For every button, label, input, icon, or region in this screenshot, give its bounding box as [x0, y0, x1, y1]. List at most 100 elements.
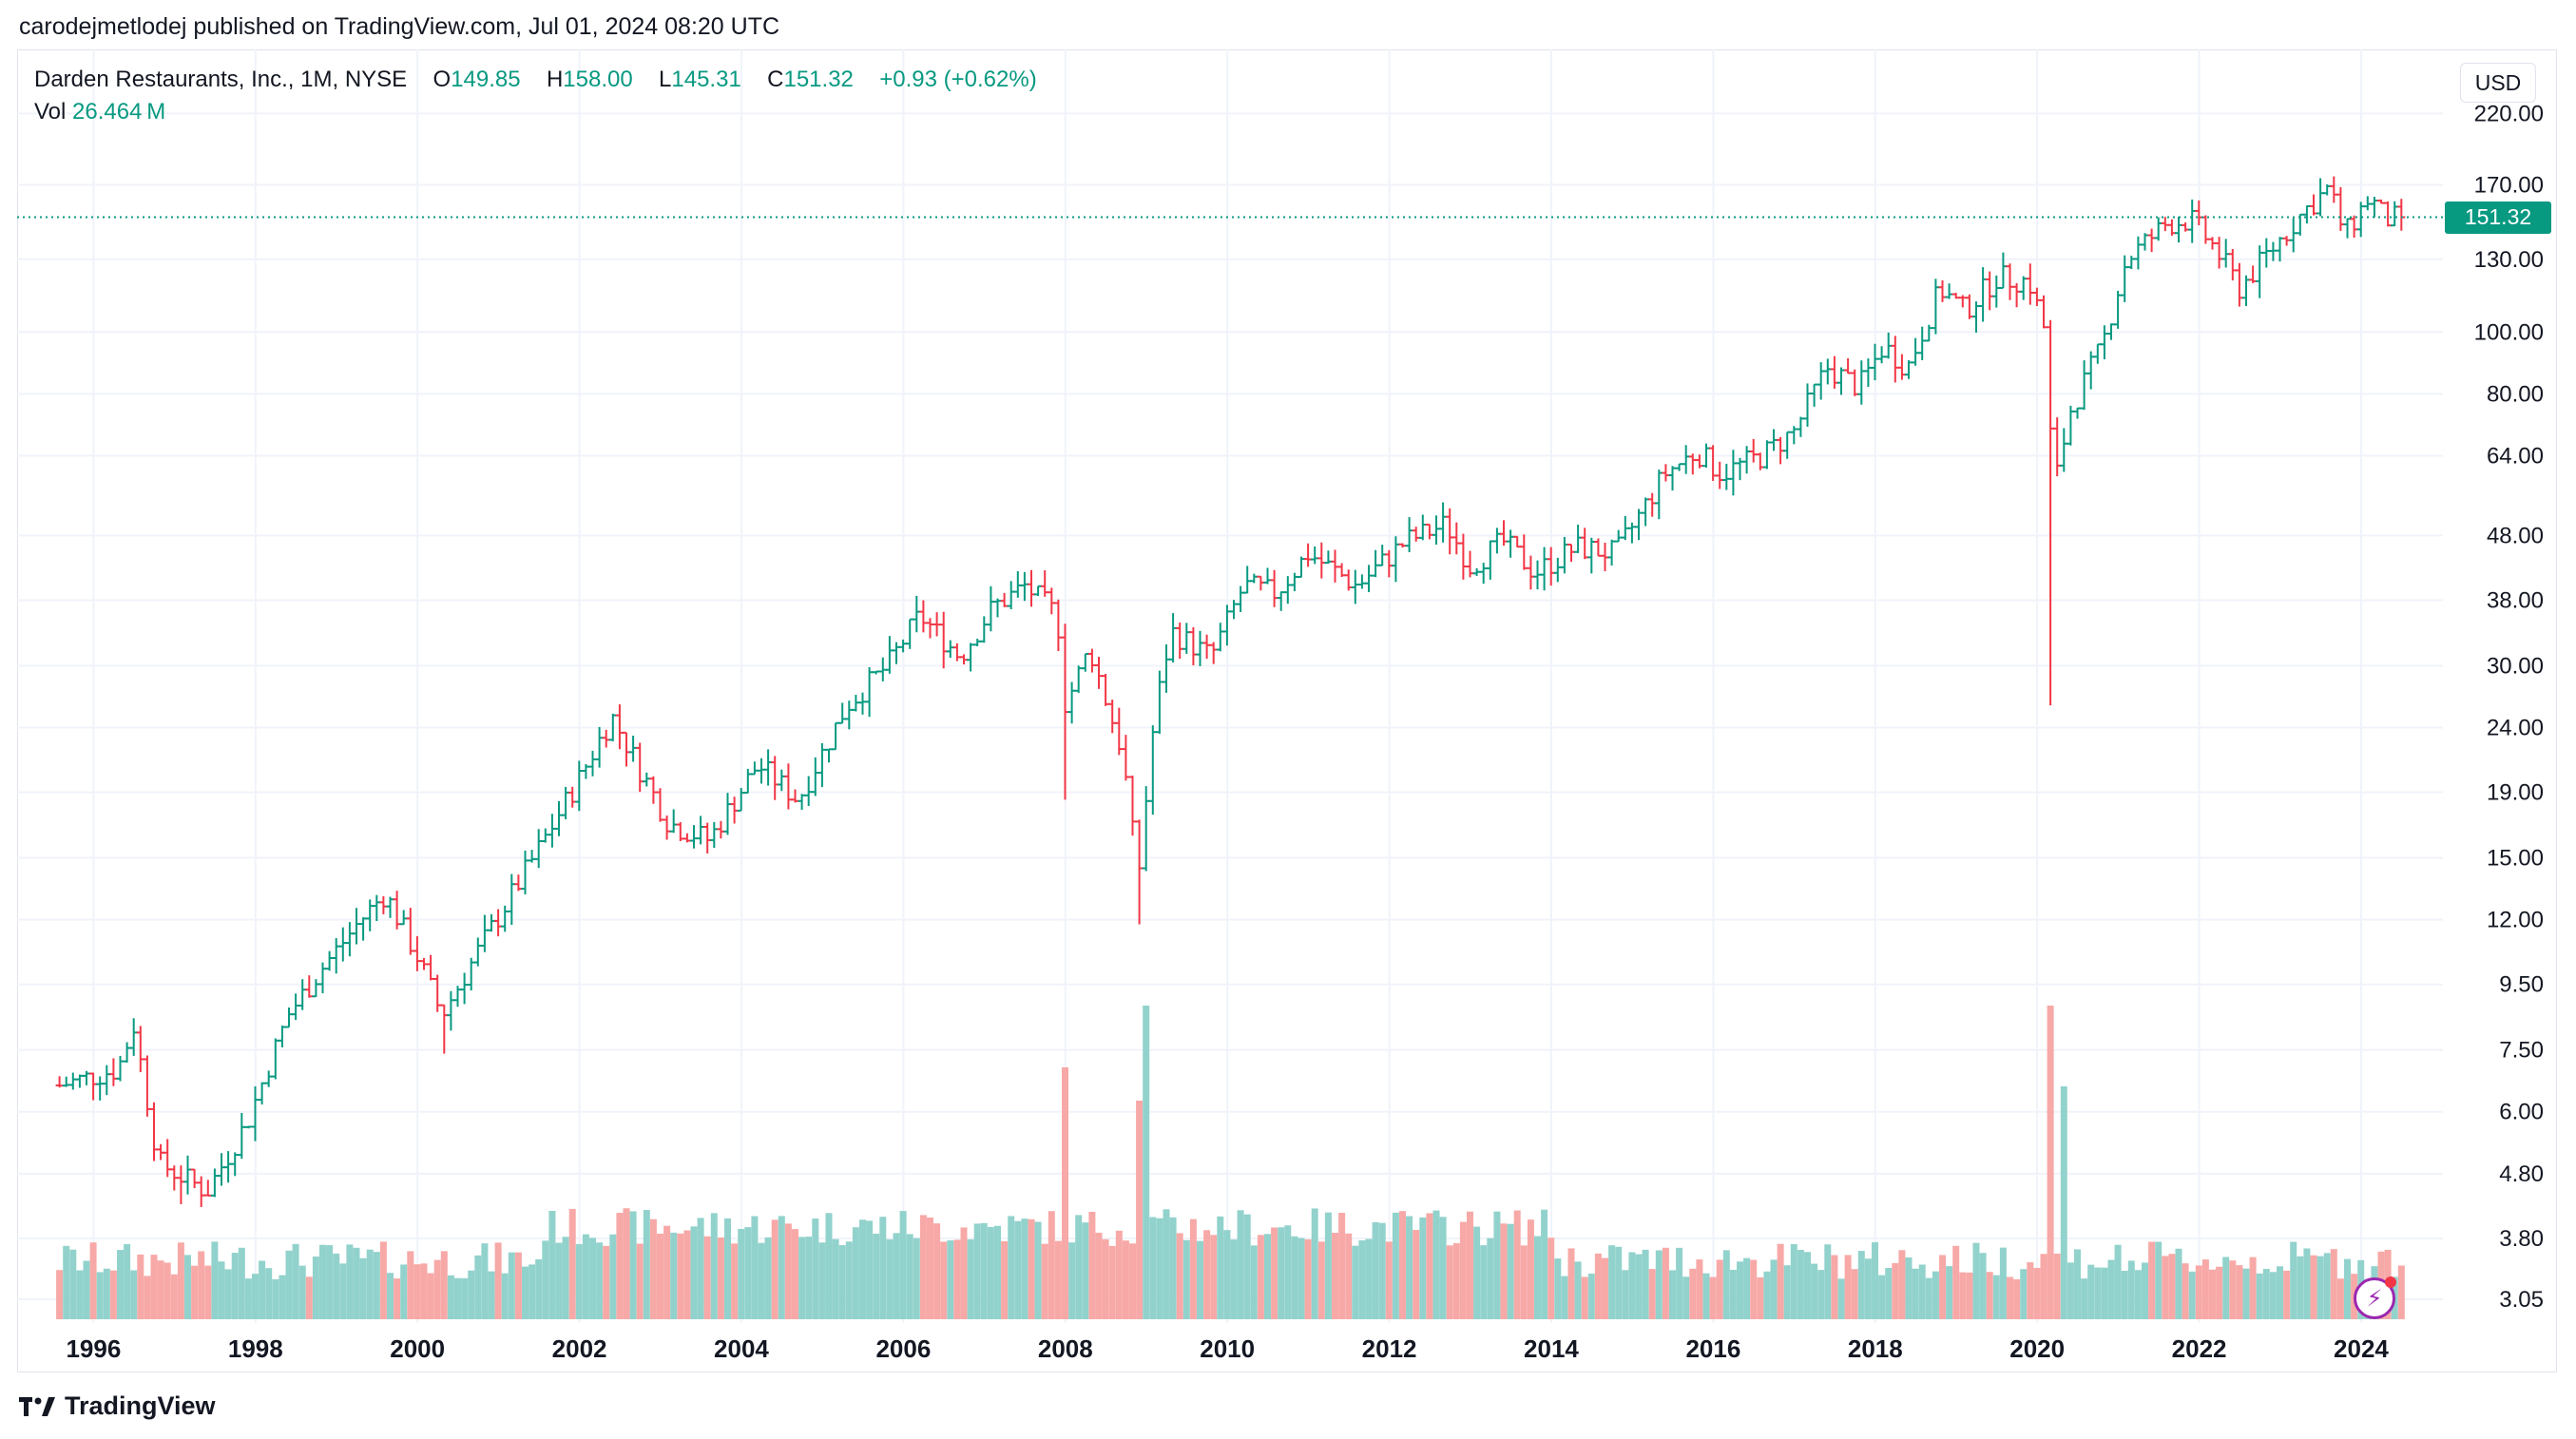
volume-bar — [1426, 1213, 1433, 1319]
volume-bar — [2148, 1241, 2156, 1319]
volume-bar — [1622, 1270, 1629, 1319]
volume-bar — [1689, 1268, 1697, 1319]
volume-bar — [670, 1232, 678, 1319]
y-tick-label: 48.00 — [2487, 523, 2544, 548]
volume-bar — [2222, 1257, 2230, 1319]
x-tick-label: 2020 — [2009, 1334, 2065, 1363]
volume-bar — [663, 1225, 671, 1319]
volume-bar — [1406, 1216, 1413, 1319]
volume-bar — [710, 1213, 718, 1319]
y-tick-label: 24.00 — [2487, 715, 2544, 740]
volume-bar — [1392, 1212, 1399, 1319]
volume-bar — [109, 1270, 117, 1319]
volume-bar — [927, 1217, 933, 1319]
volume-bar — [838, 1245, 846, 1319]
volume-bar — [1534, 1236, 1541, 1319]
volume-bar — [1548, 1238, 1555, 1319]
volume-bar — [751, 1216, 759, 1319]
volume-bar — [1939, 1255, 1946, 1319]
volume-bar — [1129, 1243, 1136, 1319]
volume-bar — [1635, 1254, 1643, 1319]
volume-bar — [1507, 1223, 1514, 1319]
volume-bar — [535, 1258, 543, 1319]
volume-bar — [899, 1211, 907, 1319]
x-tick-label: 2014 — [1524, 1334, 1579, 1363]
volume-bar — [873, 1233, 880, 1319]
volume-bar — [339, 1263, 347, 1319]
currency-button[interactable]: USD — [2460, 63, 2536, 103]
volume-bar — [1365, 1238, 1373, 1319]
volume-bar — [501, 1273, 509, 1319]
volume-bar — [1284, 1225, 1292, 1319]
volume-bar — [305, 1276, 313, 1319]
volume-bar — [1136, 1101, 1144, 1319]
volume-bar — [852, 1227, 859, 1319]
volume-bar — [832, 1238, 839, 1319]
vol-value: 26.464 M — [72, 99, 166, 125]
y-tick-label: 38.00 — [2487, 587, 2544, 613]
volume-bar — [394, 1278, 401, 1319]
volume-bar — [1824, 1244, 1832, 1319]
volume-bar — [697, 1218, 704, 1319]
lightning-icon[interactable]: ⚡ — [2354, 1276, 2396, 1319]
volume-bar — [2397, 1265, 2405, 1319]
volume-bar — [1446, 1245, 1453, 1319]
volume-bar — [1737, 1261, 1743, 1319]
volume-bar — [1966, 1272, 1973, 1319]
volume-bar — [967, 1238, 974, 1319]
volume-bar — [1008, 1216, 1015, 1319]
x-tick-label: 2004 — [714, 1334, 769, 1363]
volume-bar — [1075, 1215, 1083, 1319]
volume-bar — [1864, 1258, 1872, 1319]
volume-bar — [973, 1223, 981, 1319]
volume-bar — [1587, 1273, 1595, 1319]
notification-dot — [2385, 1276, 2396, 1288]
x-tick-label: 1996 — [66, 1334, 121, 1363]
volume-bar — [1999, 1247, 2007, 1319]
volume-bar — [366, 1249, 374, 1319]
volume-bar — [1372, 1221, 1379, 1319]
volume-bar — [1311, 1208, 1318, 1319]
y-tick-label: 15.00 — [2487, 846, 2544, 872]
volume-bar — [1054, 1240, 1062, 1319]
volume-bar — [724, 1218, 731, 1319]
volume-bar — [474, 1255, 482, 1319]
volume-bar — [1473, 1226, 1481, 1319]
symbol-name: Darden Restaurants, Inc., 1M, NYSE — [34, 67, 408, 92]
volume-bar — [919, 1215, 927, 1319]
publish-line: carodejmetlodej published on TradingView… — [19, 13, 780, 40]
y-tick-label: 100.00 — [2474, 319, 2544, 345]
volume-bar — [1419, 1217, 1427, 1319]
volume-bar — [2047, 1006, 2054, 1319]
volume-bar — [1459, 1221, 1467, 1319]
volume-bar — [1979, 1253, 1987, 1319]
y-tick-label: 3.05 — [2499, 1287, 2544, 1313]
volume-bar — [2290, 1241, 2297, 1319]
volume-bar — [784, 1223, 792, 1319]
volume-bar — [548, 1211, 556, 1319]
volume-bar — [1034, 1221, 1042, 1319]
volume-bar — [2229, 1260, 2237, 1319]
y-tick-label: 4.80 — [2499, 1161, 2544, 1187]
volume-bar — [488, 1271, 495, 1319]
tradingview-brand[interactable]: TradingView — [19, 1391, 216, 1421]
volume-bar — [805, 1237, 813, 1319]
volume-bar — [1432, 1210, 1440, 1319]
volume-bar — [1115, 1230, 1123, 1319]
volume-bar — [2074, 1249, 2081, 1319]
volume-bar — [893, 1233, 900, 1319]
volume-bar — [703, 1236, 711, 1319]
volume-bar — [150, 1255, 158, 1319]
volume-bar — [2242, 1268, 2250, 1319]
volume-bar — [1108, 1245, 1116, 1319]
volume-bar — [818, 1242, 826, 1319]
volume-bar — [960, 1227, 968, 1319]
volume-bar — [2188, 1271, 2196, 1319]
volume-bar — [994, 1225, 1001, 1319]
volume-bar — [1763, 1271, 1771, 1319]
volume-bar — [191, 1265, 199, 1319]
volume-bar — [1581, 1276, 1588, 1319]
volume-bar — [717, 1238, 724, 1319]
volume-bar — [933, 1223, 941, 1319]
